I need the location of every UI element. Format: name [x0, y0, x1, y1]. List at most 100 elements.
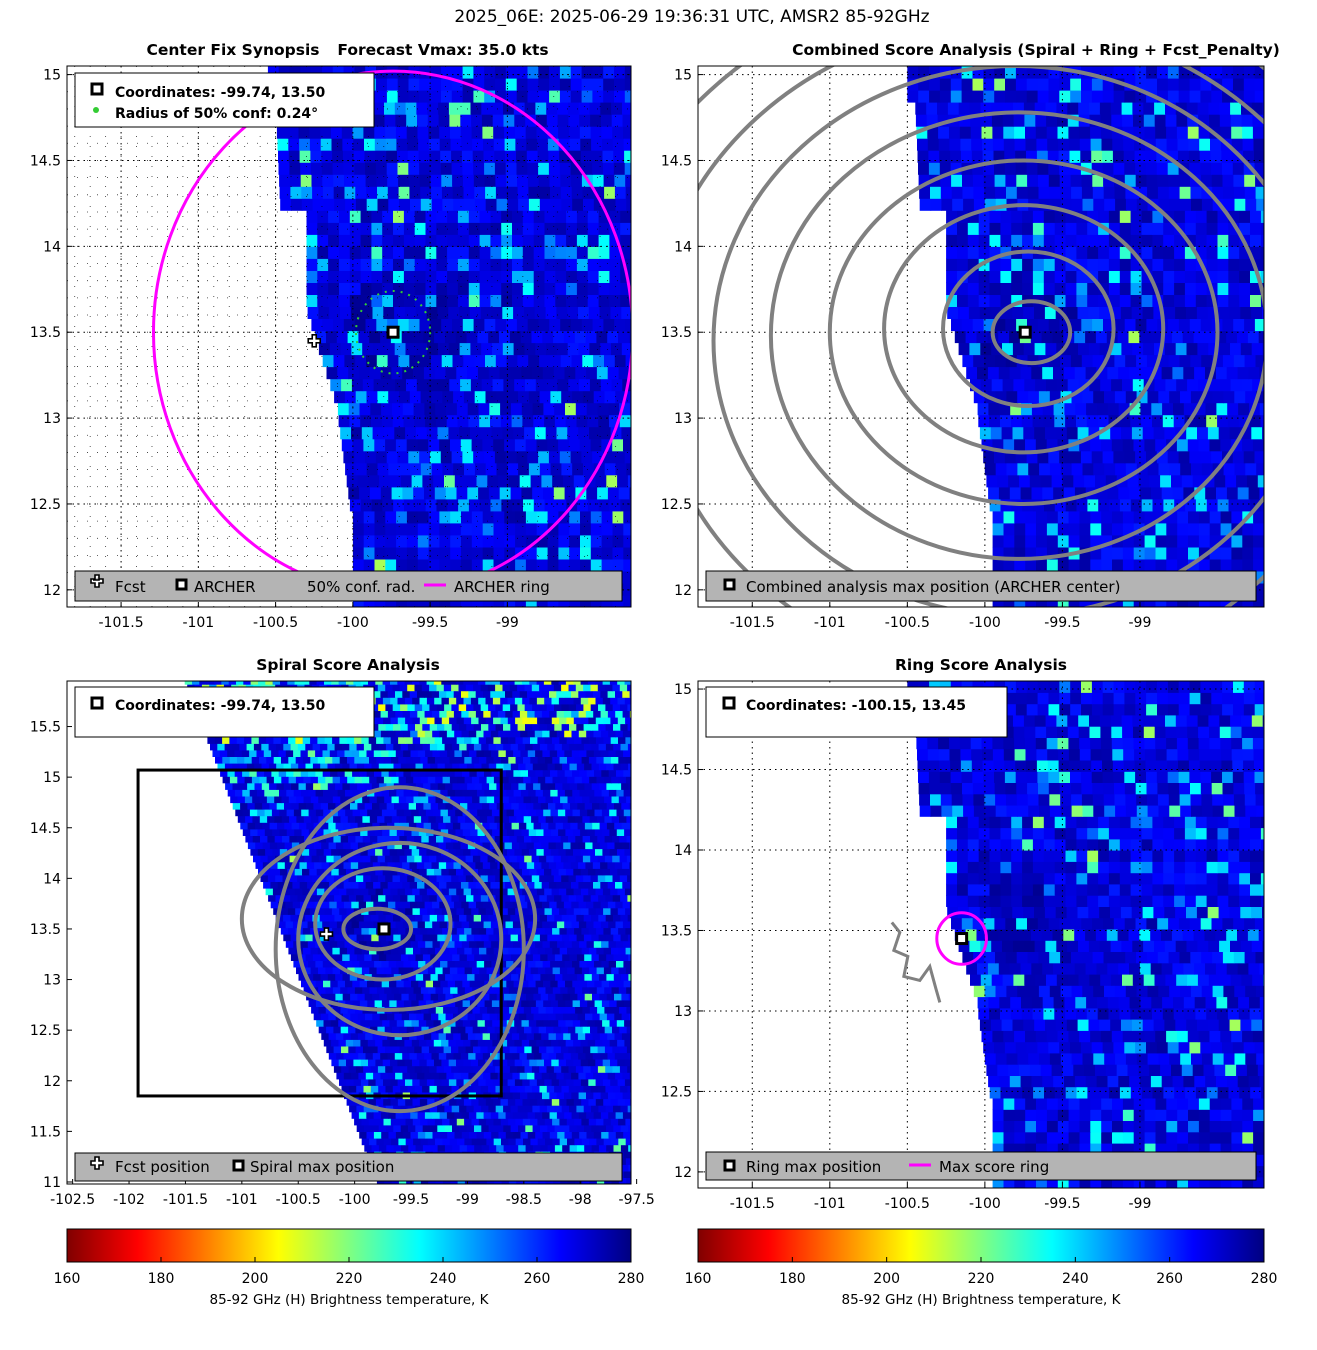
tb-cell	[1223, 198, 1236, 211]
x-tick-label: -101.5	[730, 615, 775, 631]
tb-cell	[601, 510, 613, 524]
tb-cell	[543, 999, 552, 1007]
tb-cell	[488, 934, 497, 942]
tb-cell	[600, 881, 609, 889]
tb-cell	[526, 993, 534, 1001]
tb-cell	[626, 198, 631, 211]
tb-cell	[1222, 174, 1234, 187]
tb-cell	[1015, 78, 1028, 91]
tb-cell	[529, 888, 538, 896]
tb-cell	[586, 486, 598, 500]
tb-cell	[564, 486, 576, 500]
tb-cell	[334, 914, 343, 922]
tb-cell	[527, 1091, 536, 1100]
tb-cell	[1162, 414, 1175, 428]
tb-cell	[1136, 354, 1148, 368]
tb-cell	[275, 894, 284, 902]
tb-cell	[1099, 306, 1111, 319]
tb-cell	[485, 354, 497, 368]
tb-cell	[551, 1078, 560, 1086]
tb-cell	[320, 993, 329, 1001]
tb-cell	[1198, 558, 1211, 572]
tb-cell	[527, 1072, 535, 1080]
tb-cell	[1264, 559, 1276, 572]
tb-cell	[290, 186, 302, 199]
tb-cell	[1076, 234, 1088, 247]
tb-cell	[1016, 318, 1028, 332]
tb-cell	[624, 90, 631, 103]
tb-cell	[311, 1006, 319, 1014]
tb-cell	[550, 980, 559, 988]
tb-cell	[479, 947, 487, 955]
tb-cell	[1065, 282, 1077, 295]
tb-cell	[450, 438, 462, 452]
tb-cell	[417, 114, 429, 127]
tb-cell	[441, 174, 453, 187]
tb-cell	[327, 934, 336, 942]
tb-cell	[338, 1059, 347, 1067]
tb-cell	[482, 126, 494, 139]
tb-cell	[312, 186, 324, 199]
tb-cell	[377, 1026, 386, 1034]
tb-cell	[1132, 378, 1145, 392]
tb-cell	[403, 999, 412, 1007]
tb-cell	[463, 907, 472, 915]
tb-cell	[408, 973, 417, 981]
tb-cell	[1113, 318, 1126, 332]
tb-cell	[584, 1144, 593, 1152]
tb-cell	[280, 927, 289, 935]
tb-cell	[554, 1105, 563, 1113]
tb-cell	[428, 138, 441, 151]
tb-cell	[1034, 102, 1047, 115]
tb-cell	[1175, 102, 1188, 115]
tb-cell	[436, 1085, 445, 1093]
tb-cell	[1053, 366, 1065, 380]
tb-cell	[618, 986, 627, 994]
tb-cell	[473, 318, 485, 332]
tb-cell	[495, 174, 507, 187]
tb-cell	[609, 1039, 618, 1047]
tb-cell	[619, 1065, 628, 1073]
tb-cell	[451, 1105, 460, 1113]
tb-cell	[312, 894, 320, 902]
tb-cell	[1260, 270, 1264, 283]
tb-cell	[555, 1013, 564, 1021]
tb-cell	[431, 390, 443, 404]
tb-cell	[1243, 150, 1255, 163]
tb-cell	[405, 1098, 414, 1106]
tb-cell	[601, 999, 610, 1007]
tb-cell	[397, 1078, 406, 1086]
tb-cell	[506, 354, 518, 368]
tb-cell	[368, 1078, 377, 1086]
tb-cell	[418, 150, 430, 163]
tb-cell	[576, 270, 589, 283]
tb-cell	[476, 960, 485, 968]
tb-cell	[410, 920, 419, 929]
tb-cell	[621, 973, 629, 981]
tb-cell	[603, 450, 615, 464]
tb-cell	[412, 1118, 421, 1126]
tb-cell	[1227, 402, 1239, 416]
tb-cell	[355, 390, 368, 404]
tb-cell	[524, 874, 533, 882]
tb-cell	[360, 498, 373, 512]
tb-cell	[321, 150, 333, 163]
tb-cell	[619, 402, 631, 416]
tb-cell	[378, 953, 387, 961]
tb-cell	[331, 907, 340, 915]
tb-cell	[1122, 546, 1135, 560]
tb-cell	[598, 1105, 607, 1113]
tb-cell	[361, 306, 374, 319]
tb-cell	[278, 66, 291, 79]
tb-cell	[567, 1138, 575, 1146]
tb-cell	[512, 1111, 521, 1119]
tb-cell	[451, 914, 460, 922]
x-tick-label: -101	[814, 615, 846, 631]
tb-cell	[1059, 162, 1071, 175]
tb-cell	[457, 270, 470, 283]
tb-cell	[946, 258, 958, 271]
tb-cell	[525, 934, 534, 942]
tb-cell	[549, 90, 561, 103]
tb-cell	[1086, 414, 1099, 428]
tb-cell	[1035, 378, 1047, 392]
